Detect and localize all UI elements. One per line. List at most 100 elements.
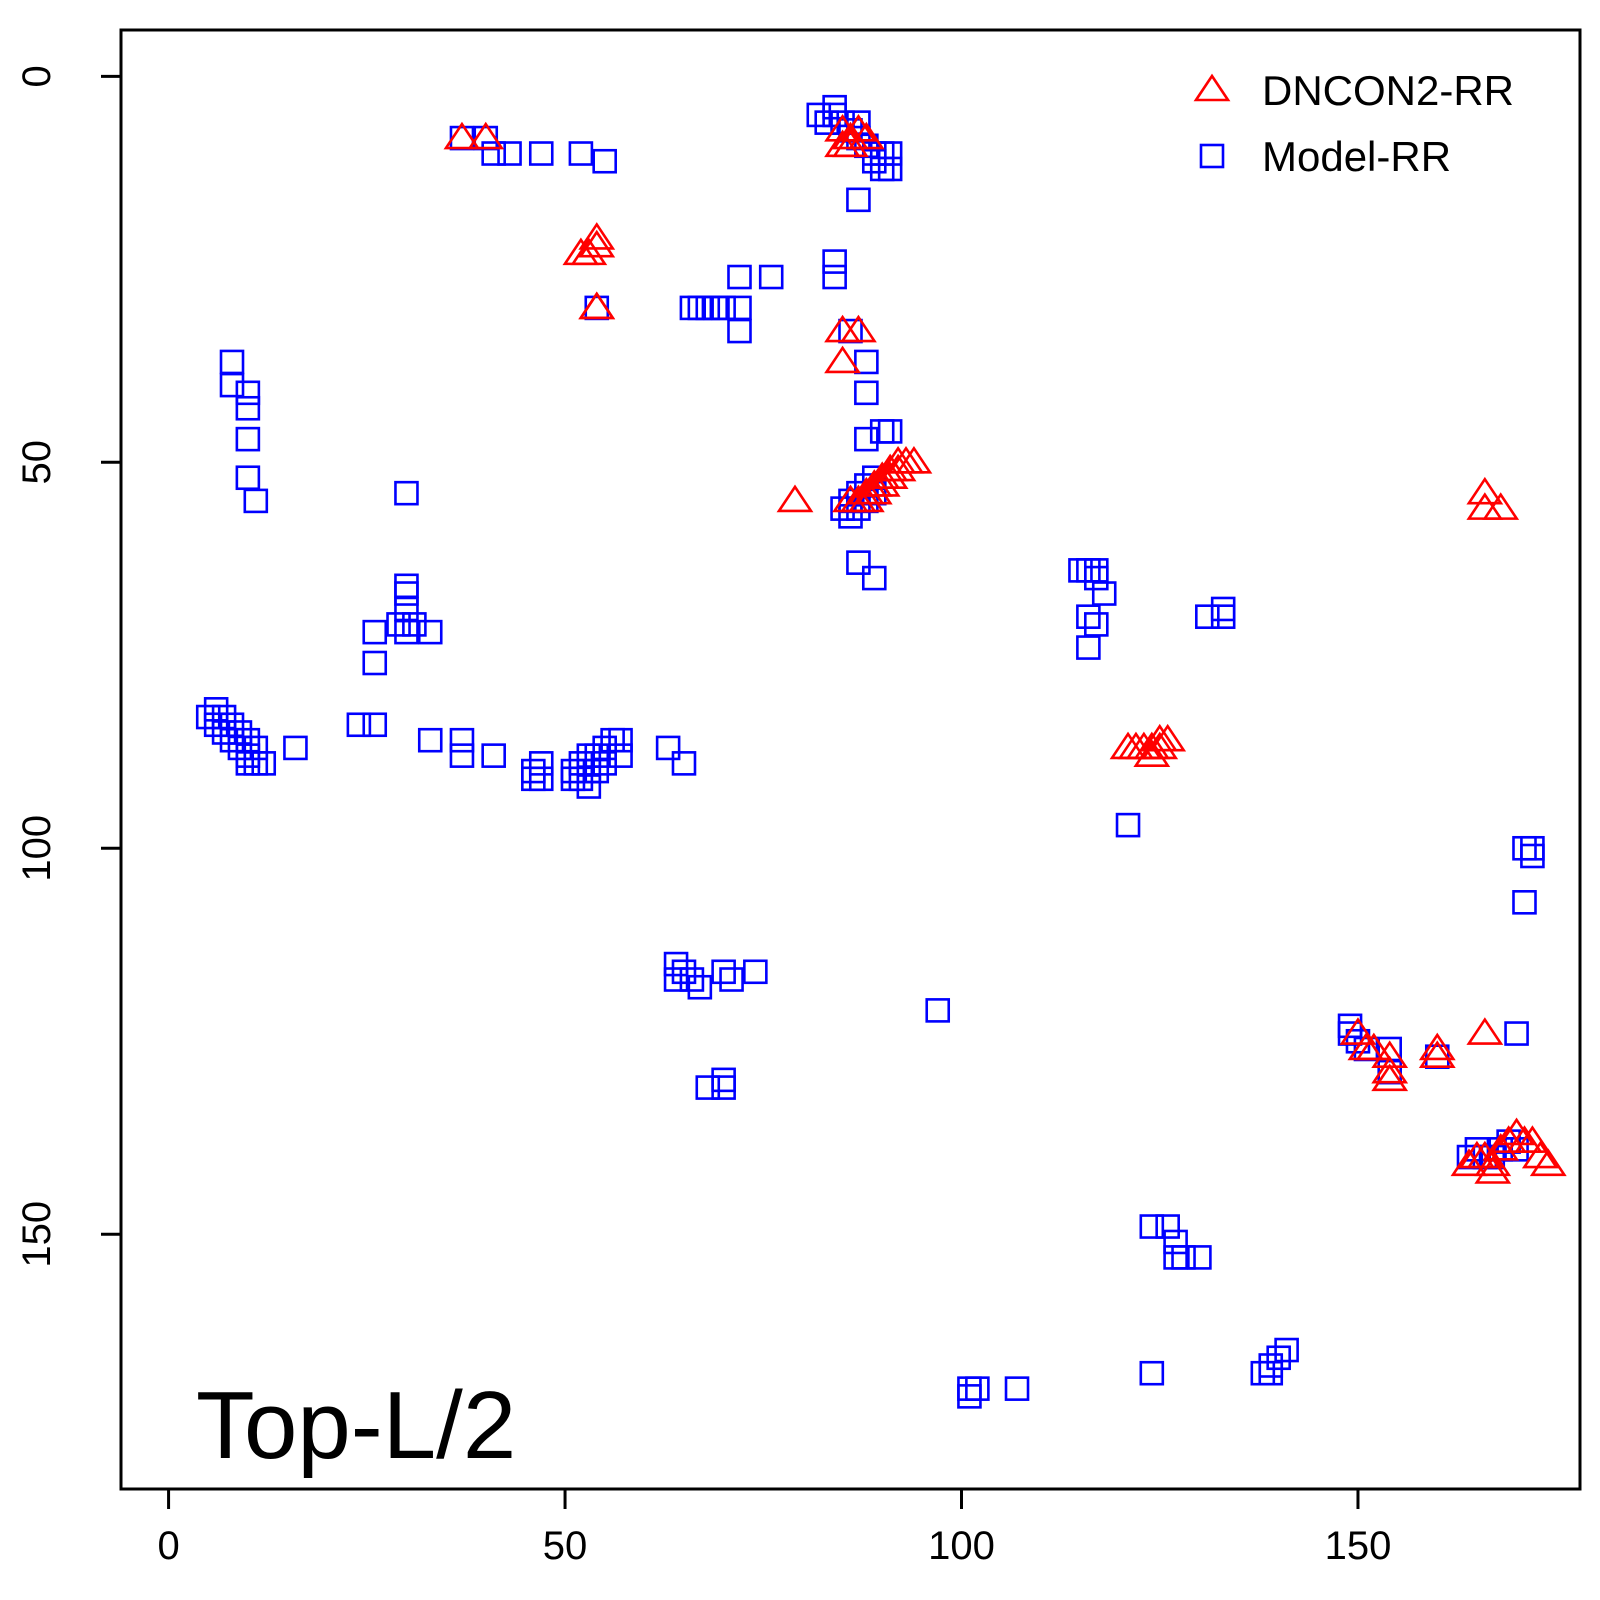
model-rr-point [362, 650, 388, 676]
dncon2-rr-point [1513, 1125, 1551, 1153]
model-rr-point [663, 967, 689, 992]
model-rr-point [1258, 1360, 1284, 1386]
dncon2-rr-point [1466, 1140, 1504, 1169]
dncon2-rr-point [895, 445, 933, 474]
model-rr-point [1076, 635, 1101, 660]
model-rr-point [362, 712, 388, 738]
model-rr-point [195, 704, 221, 730]
model-rr-point [1091, 581, 1117, 606]
dncon2-rr-point [578, 222, 616, 250]
model-rr-point [861, 148, 887, 174]
model-rr-point [1115, 812, 1141, 838]
dncon2-rr-point [832, 129, 869, 158]
model-rr-point [1210, 604, 1236, 629]
model-rr-point [362, 619, 388, 645]
model-rr-point [743, 959, 768, 985]
dncon2-rr-point [1418, 1040, 1456, 1069]
dncon2-rr-point [847, 484, 885, 513]
x-tick-label: 50 [543, 1524, 588, 1568]
dncon2-rr-point [578, 291, 616, 320]
model-rr-point [957, 1384, 982, 1409]
model-rr-point [402, 612, 427, 637]
dncon2-rr-point [1521, 1140, 1559, 1169]
model-rr-point [1512, 835, 1537, 861]
legend-label-model-rr: Model-RR [1262, 133, 1451, 180]
model-rr-point [822, 249, 847, 274]
model-rr-point [1004, 1376, 1030, 1401]
model-rr-point [576, 774, 602, 799]
model-rr-point [1187, 1245, 1212, 1270]
dncon2-rr-point [840, 314, 877, 343]
model-rr-point [219, 727, 245, 753]
model-rr-point [394, 581, 419, 606]
model-rr-point [528, 141, 554, 166]
dncon2-rr-point [1355, 1032, 1393, 1061]
model-rr-point [925, 998, 951, 1023]
model-rr-point [417, 727, 443, 753]
model-rr-point [235, 380, 261, 406]
dncon2-rr-point [1482, 492, 1520, 520]
model-rr-point [671, 751, 697, 776]
model-rr-point [243, 735, 269, 761]
dncon2-rr-point [1482, 1132, 1520, 1161]
dncon2-rr-point [824, 345, 861, 374]
dncon2-rr-point [467, 121, 505, 150]
dncon2-rr-point [1141, 731, 1179, 760]
model-rr-point [592, 148, 617, 174]
model-rr-point [854, 349, 879, 375]
model-rr-point [394, 480, 419, 506]
model-rr-point [687, 974, 713, 1000]
model-rr-point [521, 766, 546, 792]
model-rr-point [727, 318, 752, 344]
model-rr-point [877, 419, 903, 444]
dncon2-rr-point [863, 469, 901, 497]
model-rr-point [758, 264, 784, 290]
model-rr-point [235, 426, 261, 452]
model-rr-point [854, 380, 879, 406]
model-rr-point [719, 967, 744, 992]
dncon2-rr-point [443, 121, 481, 150]
model-rr-point [1171, 1245, 1196, 1270]
dncon2-rr-point [1371, 1055, 1409, 1084]
model-rr-point [1084, 565, 1109, 591]
model-rr-point [283, 735, 308, 761]
model-rr-point [822, 264, 847, 290]
model-rr-point [877, 156, 903, 182]
model-rr-point [711, 959, 736, 985]
model-rr-point [1076, 604, 1101, 629]
model-rr-point [846, 550, 871, 575]
model-rr-point [711, 295, 736, 321]
plot-frame [119, 28, 1582, 1491]
model-rr-point [568, 141, 594, 166]
model-rr-point [251, 751, 277, 776]
model-rr-point [965, 1376, 990, 1401]
model-rr-point [1139, 1214, 1165, 1239]
model-rr-point [608, 727, 633, 753]
model-rr-point [235, 395, 261, 421]
model-rr-point [235, 751, 261, 776]
y-tick-label: 0 [15, 65, 59, 87]
dncon2-rr-point [1466, 1017, 1504, 1045]
model-rr-point [1512, 890, 1537, 915]
model-rr-point [481, 141, 506, 166]
model-rr-point [727, 264, 752, 290]
legend-triangle-icon [1193, 73, 1231, 102]
model-rr-point [584, 743, 610, 768]
model-rr-point [877, 141, 903, 166]
dncon2-rr-point [1371, 1063, 1409, 1092]
y-tick-label: 150 [15, 1201, 59, 1268]
x-tick-label: 100 [928, 1524, 995, 1568]
dncon2-rr-point [1529, 1148, 1567, 1177]
y-tick-label: 50 [15, 440, 59, 485]
x-tick-label: 0 [157, 1524, 179, 1568]
model-rr-point [417, 619, 443, 645]
model-rr-point [671, 959, 697, 985]
dncon2-rr-point [879, 453, 917, 482]
panel-annotation: Top-L/2 [196, 1372, 516, 1479]
y-tick-label: 100 [15, 815, 59, 882]
dncon2-rr-point [1474, 1148, 1512, 1177]
model-rr-point [1274, 1337, 1299, 1363]
dncon2-rr-point [1498, 1117, 1535, 1146]
dncon2-rr-point [1133, 739, 1171, 767]
